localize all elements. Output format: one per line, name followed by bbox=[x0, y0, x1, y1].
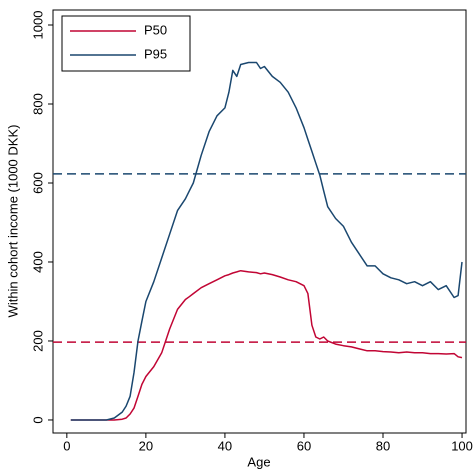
y-tick-label: 0 bbox=[30, 416, 45, 423]
x-tick-label: 80 bbox=[376, 438, 390, 453]
y-axis-label: Within cohort income (1000 DKK) bbox=[5, 125, 20, 318]
x-axis-label: Age bbox=[247, 454, 270, 469]
plot-frame bbox=[52, 9, 467, 434]
legend-label: P95 bbox=[144, 46, 167, 61]
data-line bbox=[70, 61, 463, 421]
y-tick-label: 800 bbox=[30, 93, 45, 115]
x-tick-label: 40 bbox=[218, 438, 232, 453]
y-tick-label: 1000 bbox=[30, 11, 45, 40]
y-tick-label: 600 bbox=[30, 172, 45, 194]
legend-box bbox=[61, 15, 191, 72]
data-line bbox=[70, 269, 463, 421]
x-tick-label: 0 bbox=[63, 438, 70, 453]
y-tick-label: 200 bbox=[30, 330, 45, 352]
x-tick-label: 100 bbox=[451, 438, 473, 453]
x-tick-label: 60 bbox=[297, 438, 311, 453]
y-tick-label: 400 bbox=[30, 251, 45, 273]
legend-label: P50 bbox=[144, 22, 167, 37]
x-tick-label: 20 bbox=[139, 438, 153, 453]
